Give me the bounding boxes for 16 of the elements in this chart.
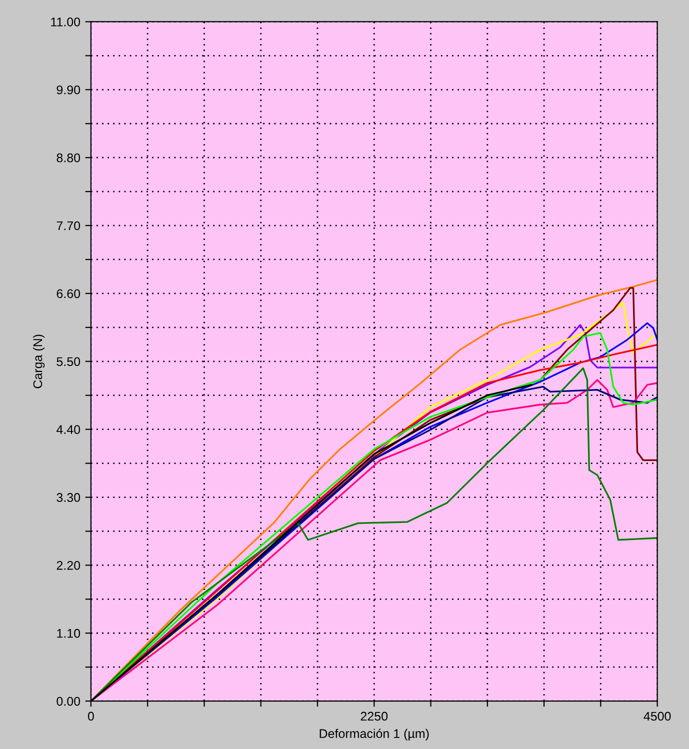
y-tick-label: 9.90	[56, 85, 80, 94]
x-tick-label: 2250	[360, 712, 388, 721]
x-tick-label: 0	[88, 712, 94, 721]
y-tick-label: 4.40	[56, 425, 80, 434]
y-tick-label: 7.70	[56, 221, 80, 230]
y-tick-label: 0.00	[56, 696, 80, 706]
y-tick-label: 11.00	[51, 18, 80, 26]
x-axis-title: Deformación 1 (µm)	[320, 728, 429, 740]
x-tick-label: 4500	[644, 712, 671, 721]
y-tick-label: 3.30	[56, 493, 80, 502]
y-tick-label: 1.10	[57, 628, 80, 638]
y-tick-label: 8.80	[56, 153, 80, 162]
y-tick-label: 5.50	[56, 357, 80, 366]
y-tick-label: 6.60	[56, 289, 80, 298]
y-tick-label: 2.20	[56, 560, 80, 570]
y-axis-title: Carga (N)	[32, 334, 45, 388]
